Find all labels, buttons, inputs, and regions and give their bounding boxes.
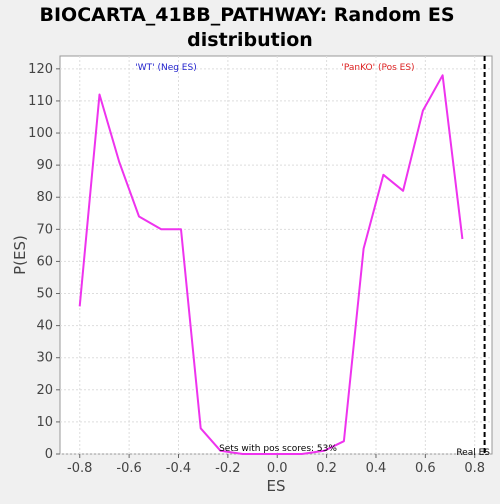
x-tick-label: 0.8 xyxy=(464,461,485,476)
real-es-label: Real ES xyxy=(456,448,490,458)
y-tick-label: 80 xyxy=(36,190,53,205)
y-tick-label: 50 xyxy=(36,287,53,302)
x-tick-label: -0.2 xyxy=(215,461,240,476)
y-tick-label: 10 xyxy=(36,415,53,430)
chart-title-line-2: distribution xyxy=(187,29,313,51)
y-axis-label: P(ES) xyxy=(11,235,29,275)
chart-title-line-1: BIOCARTA_41BB_PATHWAY: Random ES xyxy=(39,4,454,26)
y-tick-label: 20 xyxy=(36,383,53,398)
neg-es-annotation: 'WT' (Neg ES) xyxy=(135,63,196,73)
series-layer xyxy=(78,56,486,455)
y-tick-label: 110 xyxy=(28,94,53,109)
y-tick-label: 30 xyxy=(36,351,53,366)
y-tick-label: 120 xyxy=(28,62,53,77)
x-tick-label: 0.6 xyxy=(415,461,436,476)
pos-scores-annotation: Sets with pos scores: 53% xyxy=(219,444,337,454)
x-tick-label: -0.4 xyxy=(166,461,191,476)
x-tick-label: 0.4 xyxy=(366,461,387,476)
y-tick-label: 90 xyxy=(36,158,53,173)
x-tick-label: 0.2 xyxy=(316,461,337,476)
x-tick-label: 0.0 xyxy=(267,461,288,476)
series-line xyxy=(78,74,464,455)
y-tick-label: 0 xyxy=(45,447,53,462)
grid xyxy=(60,56,492,455)
x-axis-label: ES xyxy=(267,477,286,495)
pos-es-annotation: 'PanKO' (Pos ES) xyxy=(341,63,414,73)
x-tick-label: -0.6 xyxy=(116,461,141,476)
y-tick-label: 100 xyxy=(28,126,53,141)
y-tick-label: 60 xyxy=(36,254,53,269)
axes: 0 10 20 30 40 50 60 70 80 90 100 110 120 -0.8 -0.6 -0.4… xyxy=(28,62,485,476)
x-tick-label: -0.8 xyxy=(67,461,92,476)
plot-area xyxy=(59,55,493,455)
y-tick-label: 70 xyxy=(36,222,53,237)
y-tick-label: 40 xyxy=(36,319,53,334)
